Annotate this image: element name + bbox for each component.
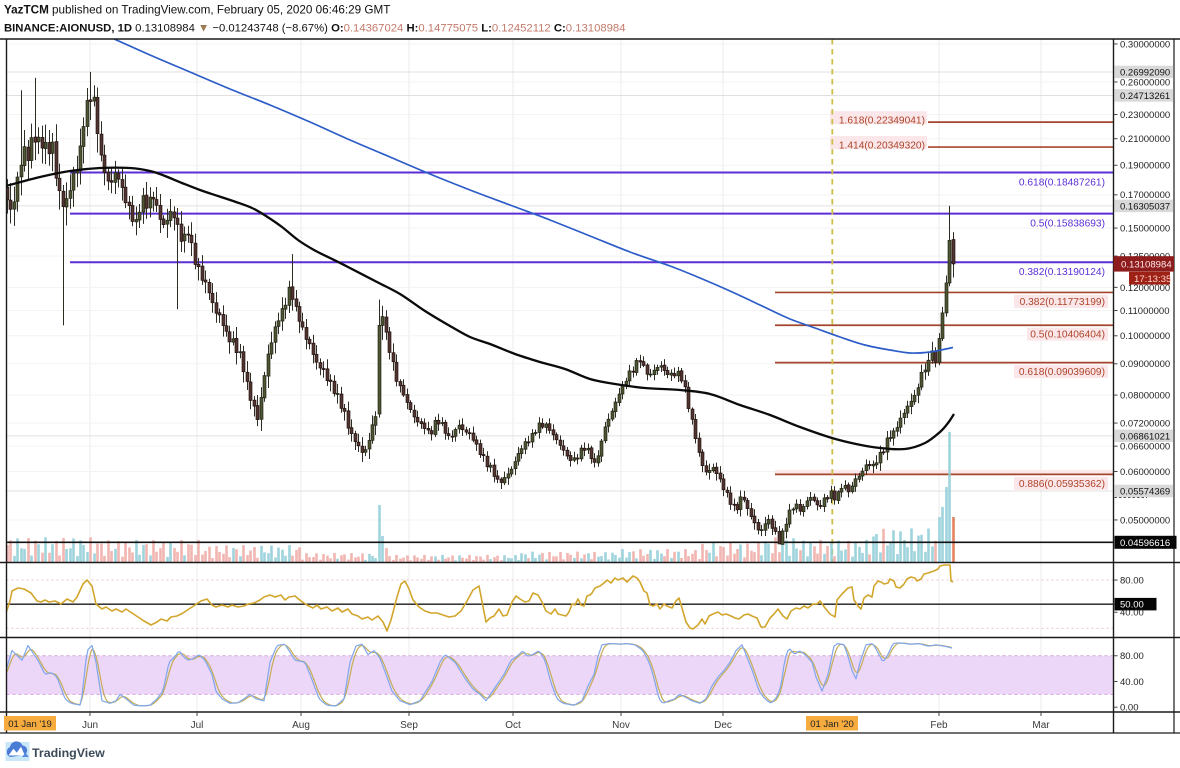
svg-text:50.00: 50.00 [1120,600,1144,611]
svg-text:80.00: 80.00 [1120,575,1144,586]
svg-text:0.382(0.13190124): 0.382(0.13190124) [1019,267,1105,278]
svg-text:Dec: Dec [714,720,732,731]
svg-text:0.06600000: 0.06600000 [1120,442,1170,453]
svg-text:0.23000000: 0.23000000 [1120,110,1170,121]
svg-text:Feb: Feb [930,720,948,731]
svg-text:01 Jan '19: 01 Jan '19 [8,719,52,730]
svg-text:Mar: Mar [1032,720,1050,731]
svg-text:0.11000000: 0.11000000 [1120,306,1170,317]
svg-text:0.19000000: 0.19000000 [1120,161,1170,172]
svg-text:1.618(0.22349041): 1.618(0.22349041) [839,116,925,127]
svg-text:0.05574369: 0.05574369 [1120,486,1170,497]
svg-text:0.17000000: 0.17000000 [1120,190,1170,201]
svg-text:40.00: 40.00 [1120,608,1144,619]
svg-text:0.382(0.11773199): 0.382(0.11773199) [1020,297,1105,308]
svg-text:0.04596616: 0.04596616 [1120,538,1170,549]
svg-text:Jun: Jun [82,720,98,731]
svg-text:40.00: 40.00 [1120,677,1144,688]
svg-text:0.618(0.09039609): 0.618(0.09039609) [1019,367,1105,378]
svg-text:0.08000000: 0.08000000 [1120,390,1170,401]
svg-text:0.15000000: 0.15000000 [1120,223,1170,234]
svg-text:0.06861021: 0.06861021 [1120,431,1170,442]
svg-text:0.05000000: 0.05000000 [1120,515,1170,526]
svg-text:0.5(0.15838693): 0.5(0.15838693) [1030,219,1105,230]
svg-text:0.06000000: 0.06000000 [1120,467,1170,478]
svg-text:0.16305037: 0.16305037 [1120,201,1170,212]
svg-text:TradingView: TradingView [32,746,105,760]
svg-text:0.26000000: 0.26000000 [1120,77,1170,88]
svg-text:Nov: Nov [612,720,630,731]
svg-text:0.886(0.05935362): 0.886(0.05935362) [1019,479,1105,490]
svg-text:Sep: Sep [400,720,418,731]
svg-text:17:13:35: 17:13:35 [1134,274,1171,285]
svg-text:0.07200000: 0.07200000 [1120,418,1170,429]
svg-text:YazTCM published on TradingVie: YazTCM published on TradingView.com, Feb… [4,4,390,17]
svg-text:BINANCE:AIONUSD, 1D 0.1310898: BINANCE:AIONUSD, 1D 0.13108984 ▼ −0.0124… [4,23,625,35]
svg-text:0.10000000: 0.10000000 [1120,331,1170,342]
svg-text:Jul: Jul [191,720,204,731]
svg-text:0.00: 0.00 [1120,703,1139,714]
svg-text:1.414(0.20349320): 1.414(0.20349320) [839,141,925,152]
svg-text:80.00: 80.00 [1120,651,1144,662]
svg-text:0.5(0.10406404): 0.5(0.10406404) [1030,330,1105,341]
svg-text:0.09000000: 0.09000000 [1120,359,1170,370]
svg-text:0.13108984: 0.13108984 [1121,259,1172,270]
svg-text:01 Jan '20: 01 Jan '20 [810,719,854,730]
svg-text:0.618(0.18487261): 0.618(0.18487261) [1019,178,1105,189]
svg-text:0.21000000: 0.21000000 [1120,134,1170,145]
svg-text:0.24713261: 0.24713261 [1120,91,1170,102]
svg-text:0.26992090: 0.26992090 [1120,67,1170,78]
svg-text:0.12000000: 0.12000000 [1120,283,1170,294]
svg-text:Aug: Aug [292,720,310,731]
svg-text:Oct: Oct [505,720,521,731]
svg-text:0.30000000: 0.30000000 [1120,39,1170,50]
